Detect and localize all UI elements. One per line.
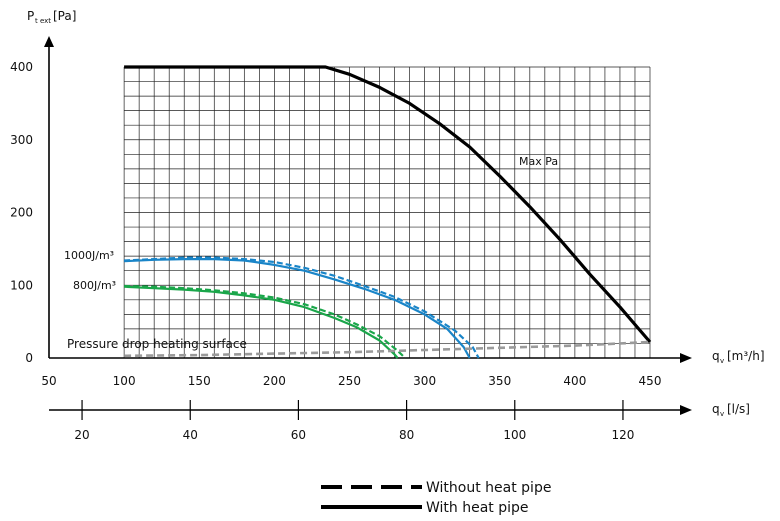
y-tick-label: 200 bbox=[10, 206, 33, 220]
legend: Without heat pipe With heat pipe bbox=[321, 480, 551, 516]
x-tick-label: 250 bbox=[338, 374, 361, 388]
y-ticks: 0 100 200 300 400 bbox=[10, 60, 33, 365]
series-line-1 bbox=[124, 258, 471, 359]
x2-ticks: 20 40 60 80 100 120 bbox=[74, 400, 634, 442]
y-axis-label-sub: t ext bbox=[35, 17, 51, 25]
x-ticks: 50 100 150 200 250 300 350 400 450 bbox=[41, 374, 661, 388]
x2-tick-label: 20 bbox=[74, 428, 89, 442]
annotation-max-pa: Max Pa bbox=[519, 155, 558, 168]
x-tick-label: 300 bbox=[413, 374, 436, 388]
annotation-pressure-drop: Pressure drop heating surface bbox=[67, 337, 247, 351]
x2-tick-label: 100 bbox=[503, 428, 526, 442]
x-axis-arrow bbox=[680, 353, 692, 363]
y-tick-label: 400 bbox=[10, 60, 33, 74]
series-line-2 bbox=[124, 256, 480, 359]
y-axis-label-unit: [Pa] bbox=[53, 9, 76, 23]
y-axis-label-main: P bbox=[27, 9, 34, 23]
series-line-0 bbox=[124, 65, 652, 344]
x2-axis-label-main: q bbox=[712, 402, 720, 416]
legend-label-with-heat-pipe: With heat pipe bbox=[426, 500, 529, 516]
x2-axis-label-unit: [l/s] bbox=[727, 402, 750, 416]
y-tick-label: 0 bbox=[25, 351, 33, 365]
series-layer bbox=[124, 65, 652, 359]
x-axis-label-unit: [m³/h] bbox=[727, 349, 765, 363]
x2-tick-label: 120 bbox=[612, 428, 635, 442]
x2-axis-arrow bbox=[680, 405, 692, 415]
annotation-800j: 800J/m³ bbox=[73, 279, 116, 292]
series-line-3 bbox=[124, 285, 399, 359]
annotation-1000j: 1000J/m³ bbox=[64, 249, 114, 262]
x2-tick-label: 80 bbox=[399, 428, 414, 442]
x-tick-label: 100 bbox=[113, 374, 136, 388]
x-tick-label: 350 bbox=[488, 374, 511, 388]
x-axis-label-main: q bbox=[712, 349, 720, 363]
x-tick-label: 50 bbox=[41, 374, 56, 388]
x-tick-label: 150 bbox=[188, 374, 211, 388]
x-tick-label: 450 bbox=[639, 374, 662, 388]
x-tick-label: 200 bbox=[263, 374, 286, 388]
y-tick-label: 300 bbox=[10, 133, 33, 147]
grid bbox=[123, 66, 651, 359]
x-axis-label-sub: v bbox=[720, 357, 724, 365]
y-tick-label: 100 bbox=[10, 278, 33, 292]
series-line-4 bbox=[124, 284, 406, 359]
x2-tick-label: 40 bbox=[183, 428, 198, 442]
legend-label-without-heat-pipe: Without heat pipe bbox=[426, 480, 551, 496]
x2-axis-label-sub: v bbox=[720, 410, 724, 418]
x-tick-label: 400 bbox=[563, 374, 586, 388]
x2-tick-label: 60 bbox=[291, 428, 306, 442]
y-axis-arrow bbox=[44, 36, 54, 47]
